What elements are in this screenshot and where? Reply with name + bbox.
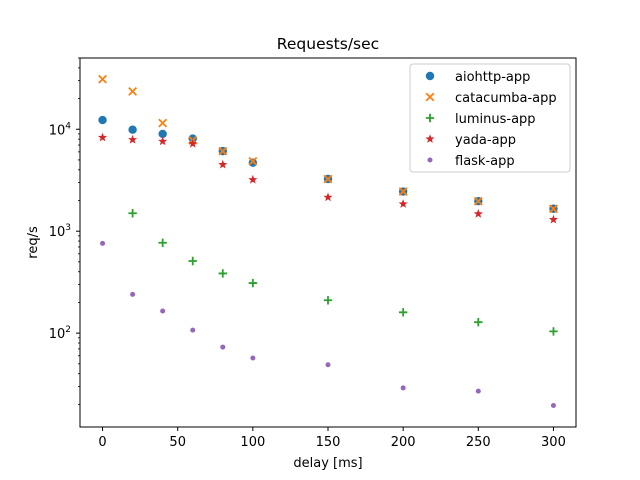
data-point xyxy=(248,278,258,288)
data-point xyxy=(218,146,228,156)
data-point xyxy=(97,132,108,142)
x-axis-label: delay [ms] xyxy=(293,456,362,471)
x-tick-label: 150 xyxy=(316,435,341,450)
data-point xyxy=(248,158,258,167)
series-yada-app xyxy=(97,132,559,224)
data-point xyxy=(158,136,168,146)
data-point xyxy=(98,74,107,84)
legend: aiohttp-app catacumba-app luminus-app yada-… xyxy=(409,63,571,173)
data-point xyxy=(128,86,138,96)
legend-label: catacumba-app xyxy=(455,91,557,106)
data-point xyxy=(100,240,106,246)
legend-label: flask-app xyxy=(455,154,515,169)
legend-label: luminus-app xyxy=(455,112,536,127)
data-point xyxy=(190,327,196,333)
data-point xyxy=(248,174,258,184)
data-point xyxy=(398,199,408,208)
y-axis-label: req/s xyxy=(26,226,41,259)
x-tick-label: 50 xyxy=(169,435,186,450)
data-point xyxy=(218,269,227,278)
data-point xyxy=(218,159,228,169)
legend-marker xyxy=(427,157,433,163)
data-point xyxy=(475,388,481,394)
y-tick-label: 102 xyxy=(49,325,71,342)
legend-marker xyxy=(425,92,435,102)
data-point xyxy=(323,296,333,305)
y-tick-label: 104 xyxy=(49,121,72,138)
data-point xyxy=(128,125,137,134)
data-point xyxy=(473,196,483,206)
data-point xyxy=(128,209,137,218)
legend-item: yada-app xyxy=(425,133,516,148)
x-tick-label: 200 xyxy=(391,435,416,450)
data-point xyxy=(188,256,197,266)
data-point xyxy=(188,139,198,148)
data-point xyxy=(474,318,483,327)
data-point xyxy=(548,214,559,224)
legend-label: aiohttp-app xyxy=(455,70,530,85)
data-point xyxy=(323,174,333,184)
data-point xyxy=(128,134,138,144)
data-point xyxy=(248,156,258,166)
data-point xyxy=(158,238,167,247)
chart-title: Requests/sec xyxy=(277,35,379,53)
data-point xyxy=(398,187,408,196)
data-point xyxy=(549,204,558,214)
x-tick-label: 100 xyxy=(240,435,265,450)
data-point xyxy=(98,115,107,125)
y-tick-label: 103 xyxy=(49,223,71,240)
x-tick-label: 300 xyxy=(541,435,566,450)
data-point xyxy=(160,308,166,314)
legend-item: aiohttp-app xyxy=(425,70,530,85)
y-axis: 102 103 104 xyxy=(49,57,80,405)
data-point xyxy=(473,209,483,218)
legend-item: luminus-app xyxy=(425,112,536,127)
data-point xyxy=(398,308,408,317)
legend-item: flask-app xyxy=(427,154,515,169)
data-point xyxy=(400,385,406,391)
data-point xyxy=(158,118,168,128)
data-point xyxy=(325,362,331,368)
legend-label: yada-app xyxy=(455,133,516,148)
legend-marker xyxy=(425,71,435,81)
data-point xyxy=(550,403,556,409)
series-flask-app xyxy=(100,240,556,409)
x-tick-label: 0 xyxy=(98,435,106,450)
legend-box xyxy=(409,63,571,173)
data-marks xyxy=(97,74,559,409)
data-point xyxy=(158,129,167,139)
data-point xyxy=(323,192,333,202)
legend-item: catacumba-app xyxy=(425,91,557,106)
legend-marker xyxy=(425,134,435,143)
data-point xyxy=(250,355,256,361)
data-point xyxy=(130,291,136,297)
data-point xyxy=(188,134,197,143)
x-tick-label: 250 xyxy=(466,435,491,450)
x-axis: 0 50 100 150 200 250 300 xyxy=(98,427,566,450)
data-point xyxy=(220,344,226,350)
legend-marker xyxy=(425,113,435,123)
data-point xyxy=(549,327,558,336)
series-luminus-app xyxy=(128,209,558,336)
